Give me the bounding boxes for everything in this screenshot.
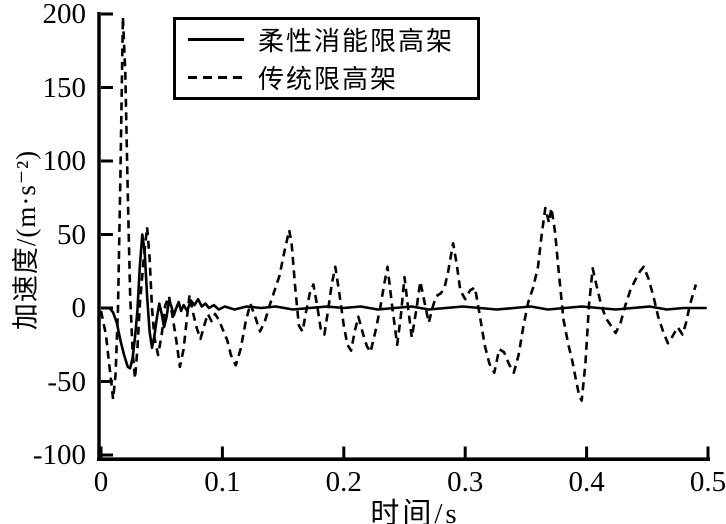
- x-tick-label: 0: [93, 466, 109, 498]
- legend-label-flexible-frame: 柔性消能限高架: [258, 27, 455, 56]
- y-tick-label: -100: [32, 439, 86, 471]
- solid-line-sample: [188, 38, 244, 41]
- y-tick-label: 50: [57, 218, 86, 251]
- x-tick-label: 0.3: [447, 466, 484, 498]
- x-axis-title: 时间/s: [370, 498, 460, 524]
- x-tick-label: 0.1: [204, 466, 241, 498]
- x-tick-label: 0.4: [568, 466, 605, 498]
- legend-label-traditional-frame: 传统限高架: [258, 65, 399, 94]
- legend-item-traditional-frame: 传统限高架: [188, 63, 477, 94]
- x-tick-label: 0.2: [325, 466, 362, 498]
- y-tick-label: 100: [42, 145, 87, 177]
- dashed-line-sample: [188, 76, 244, 79]
- y-tick-label: 200: [42, 0, 87, 30]
- series-line-solid: [101, 233, 707, 370]
- y-tick-label: 150: [42, 71, 87, 104]
- y-tick-label: 0: [71, 292, 87, 324]
- legend: 柔性消能限高架 传统限高架: [173, 17, 480, 100]
- y-tick-label: -50: [47, 365, 86, 398]
- legend-item-flexible-frame: 柔性消能限高架: [188, 25, 477, 56]
- x-tick-label: 0.5: [689, 466, 726, 498]
